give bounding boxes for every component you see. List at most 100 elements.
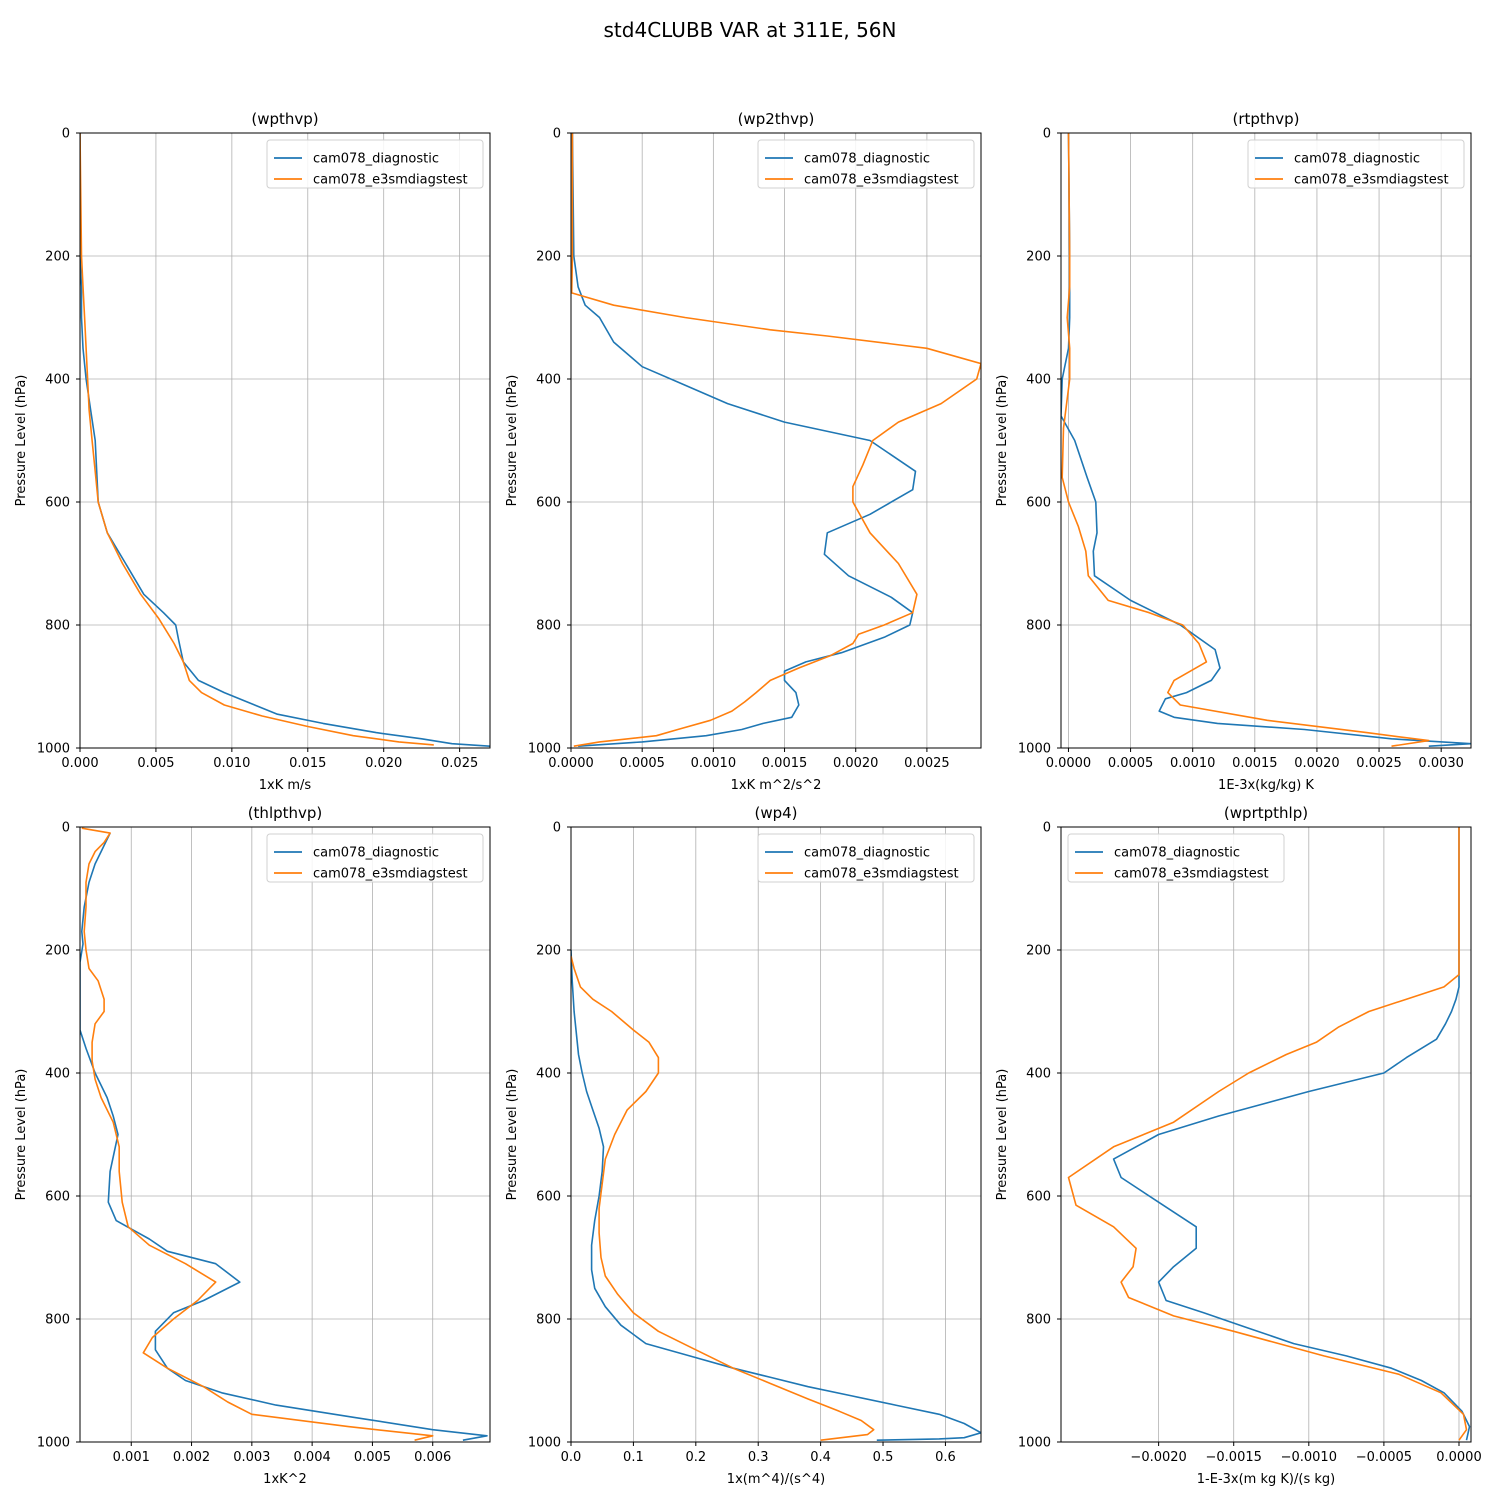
x-tick-label: 0.005 — [137, 756, 174, 771]
x-tick-label: 0.0000 — [548, 756, 594, 771]
x-tick-label: 0.006 — [414, 1450, 451, 1465]
legend: cam078_diagnostic cam078_e3smdiagstest — [1247, 139, 1465, 189]
y-tick-label: 200 — [1026, 250, 1051, 265]
y-tick-label: 200 — [536, 944, 561, 959]
x-tick-label: 0.0015 — [1232, 756, 1278, 771]
legend: cam078_diagnostic cam078_e3smdiagstest — [757, 139, 975, 189]
y-axis-label: Pressure Level (hPa) — [14, 1069, 29, 1201]
legend-box — [757, 139, 975, 189]
x-tick-label: 0.0005 — [619, 756, 665, 771]
y-tick-label: 800 — [1026, 1313, 1051, 1328]
x-tick-label: 0.0010 — [1170, 756, 1216, 771]
y-tick-label: 600 — [45, 1190, 70, 1205]
y-tick-label: 400 — [536, 373, 561, 388]
x-tick-label: 0.6 — [935, 1450, 956, 1465]
panel-3: 0.0000 0.0005 0.0010 0.0015 0.0020 0.0025 0.00… — [995, 110, 1472, 793]
panel-4: 0.001 0.002 0.003 0.004 0.005 0.006 0 200 400 600… — [14, 804, 491, 1487]
x-tick-label: 0.2 — [685, 1450, 706, 1465]
series-line-diagnostic — [1061, 133, 1471, 747]
series-group — [571, 133, 981, 747]
x-axis-label: 1xK m/s — [259, 778, 312, 793]
y-tick-label: 800 — [536, 619, 561, 634]
legend-box — [757, 833, 975, 883]
plot-frame — [1060, 826, 1472, 1443]
x-tick-label: 0.020 — [365, 756, 402, 771]
x-tick-label: 0.000 — [61, 756, 98, 771]
y-tick-label: 0 — [62, 127, 70, 142]
y-tick-label: 0 — [1043, 821, 1051, 836]
legend-label: cam078_diagnostic — [313, 846, 439, 861]
x-axis-label: 1xK^2 — [263, 1472, 307, 1487]
y-tick-label: 1000 — [528, 1436, 561, 1451]
y-axis-label: Pressure Level (hPa) — [505, 375, 520, 507]
series-group — [80, 827, 488, 1441]
y-tick-label: 600 — [45, 496, 70, 511]
series-group — [1067, 827, 1471, 1441]
series-line-diagnostic — [571, 133, 917, 747]
x-tick-label: 0.010 — [213, 756, 250, 771]
y-tick-label: 200 — [45, 250, 70, 265]
x-tick-label: 0.0020 — [833, 756, 879, 771]
y-tick-label: 200 — [536, 250, 561, 265]
panel-title: (wprtpthlp) — [1224, 804, 1308, 822]
legend-label: cam078_e3smdiagstest — [804, 173, 959, 188]
x-tick-label: 0.003 — [233, 1450, 270, 1465]
x-tick-label: −0.0015 — [1206, 1450, 1262, 1465]
y-tick-label: 400 — [1026, 1067, 1051, 1082]
y-axis-label: Pressure Level (hPa) — [995, 1069, 1010, 1201]
legend-label: cam078_diagnostic — [804, 846, 930, 861]
x-tick-label: 0.0005 — [1108, 756, 1154, 771]
legend-label: cam078_e3smdiagstest — [804, 867, 959, 882]
series-group — [571, 949, 981, 1441]
y-axis-label: Pressure Level (hPa) — [14, 375, 29, 507]
x-tick-label: 0.0015 — [762, 756, 808, 771]
plot-frame — [1060, 132, 1472, 749]
y-tick-label: 200 — [1026, 944, 1051, 959]
y-axis-label: Pressure Level (hPa) — [995, 375, 1010, 507]
legend-label: cam078_diagnostic — [1114, 846, 1240, 861]
x-tick-label: 0.015 — [289, 756, 326, 771]
x-tick-label: 0.0020 — [1294, 756, 1340, 771]
y-tick-label: 0 — [62, 821, 70, 836]
panel-5: 0.0 0.1 0.2 0.3 0.4 0.5 0.6 0 200 400 600 800 1000 (w… — [505, 804, 982, 1487]
y-tick-label: 800 — [45, 619, 70, 634]
y-axis-label: Pressure Level (hPa) — [505, 1069, 520, 1201]
x-tick-label: −0.0005 — [1356, 1450, 1412, 1465]
panel-6: −0.0020 −0.0015 −0.0010 −0.0005 0.0000 0 200 40… — [995, 804, 1482, 1487]
series-group — [1061, 133, 1471, 747]
legend-label: cam078_diagnostic — [1294, 152, 1420, 167]
x-tick-label: 0.0010 — [691, 756, 737, 771]
legend-label: cam078_e3smdiagstest — [1294, 173, 1449, 188]
panel-title: (thlpthvp) — [248, 804, 323, 822]
x-tick-label: 0.025 — [441, 756, 478, 771]
x-axis-label: 1E-3x(kg/kg) K — [1218, 778, 1314, 793]
series-line-diagnostic — [1112, 827, 1471, 1441]
y-tick-label: 600 — [536, 1190, 561, 1205]
x-axis-label: 1xK m^2/s^2 — [731, 778, 822, 793]
x-tick-label: 0.3 — [748, 1450, 769, 1465]
series-group — [80, 133, 490, 747]
y-tick-label: 1000 — [37, 1436, 70, 1451]
plot-frame — [79, 826, 491, 1443]
y-tick-label: 1000 — [37, 742, 70, 757]
y-tick-label: 400 — [536, 1067, 561, 1082]
legend-box — [266, 139, 484, 189]
legend: cam078_diagnostic cam078_e3smdiagstest — [266, 139, 484, 189]
y-tick-label: 0 — [553, 821, 561, 836]
x-tick-label: 0.4 — [810, 1450, 831, 1465]
x-tick-label: −0.0010 — [1281, 1450, 1337, 1465]
figure-title: std4CLUBB VAR at 311E, 56N — [604, 18, 897, 42]
x-tick-label: 0.0025 — [1356, 756, 1402, 771]
series-line-diagnostic — [571, 949, 981, 1441]
y-tick-label: 0 — [553, 127, 561, 142]
x-axis-label: 1-E-3x(m kg K)/(s kg) — [1197, 1472, 1335, 1487]
series-line-e3smdiagstest — [1067, 827, 1468, 1441]
grid-lines — [79, 132, 490, 749]
legend-label: cam078_e3smdiagstest — [313, 867, 468, 882]
y-tick-label: 1000 — [1018, 1436, 1051, 1451]
x-tick-label: 0.1 — [623, 1450, 644, 1465]
panel-title: (wp2thvp) — [738, 110, 815, 128]
x-tick-label: −0.0020 — [1130, 1450, 1186, 1465]
x-tick-label: 0.005 — [354, 1450, 391, 1465]
